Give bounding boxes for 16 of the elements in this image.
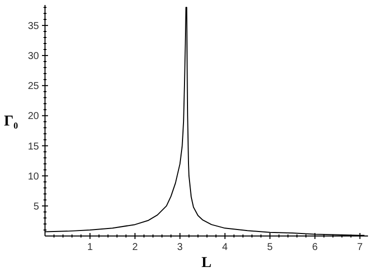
x-tick-label: 2 [132,242,138,253]
x-tick-label: 6 [312,242,318,253]
y-tick-label: 15 [28,141,40,152]
x-tick-label: 1 [87,242,94,253]
y-tick-label: 25 [28,81,40,92]
y-axis-title: Γ₀ [4,114,19,130]
y-tick-label: 30 [28,51,40,62]
x-tick-label: 3 [177,242,184,253]
y-tick-label: 35 [28,20,40,32]
y-tick-label: 10 [28,171,40,182]
x-axis-title: L [201,255,212,271]
y-tick-label: 5 [33,201,40,212]
x-tick-label: 7 [357,242,364,253]
y-tick-label: 20 [28,111,40,122]
x-tick-label: 5 [267,242,274,253]
x-tick-label: 4 [222,242,228,253]
